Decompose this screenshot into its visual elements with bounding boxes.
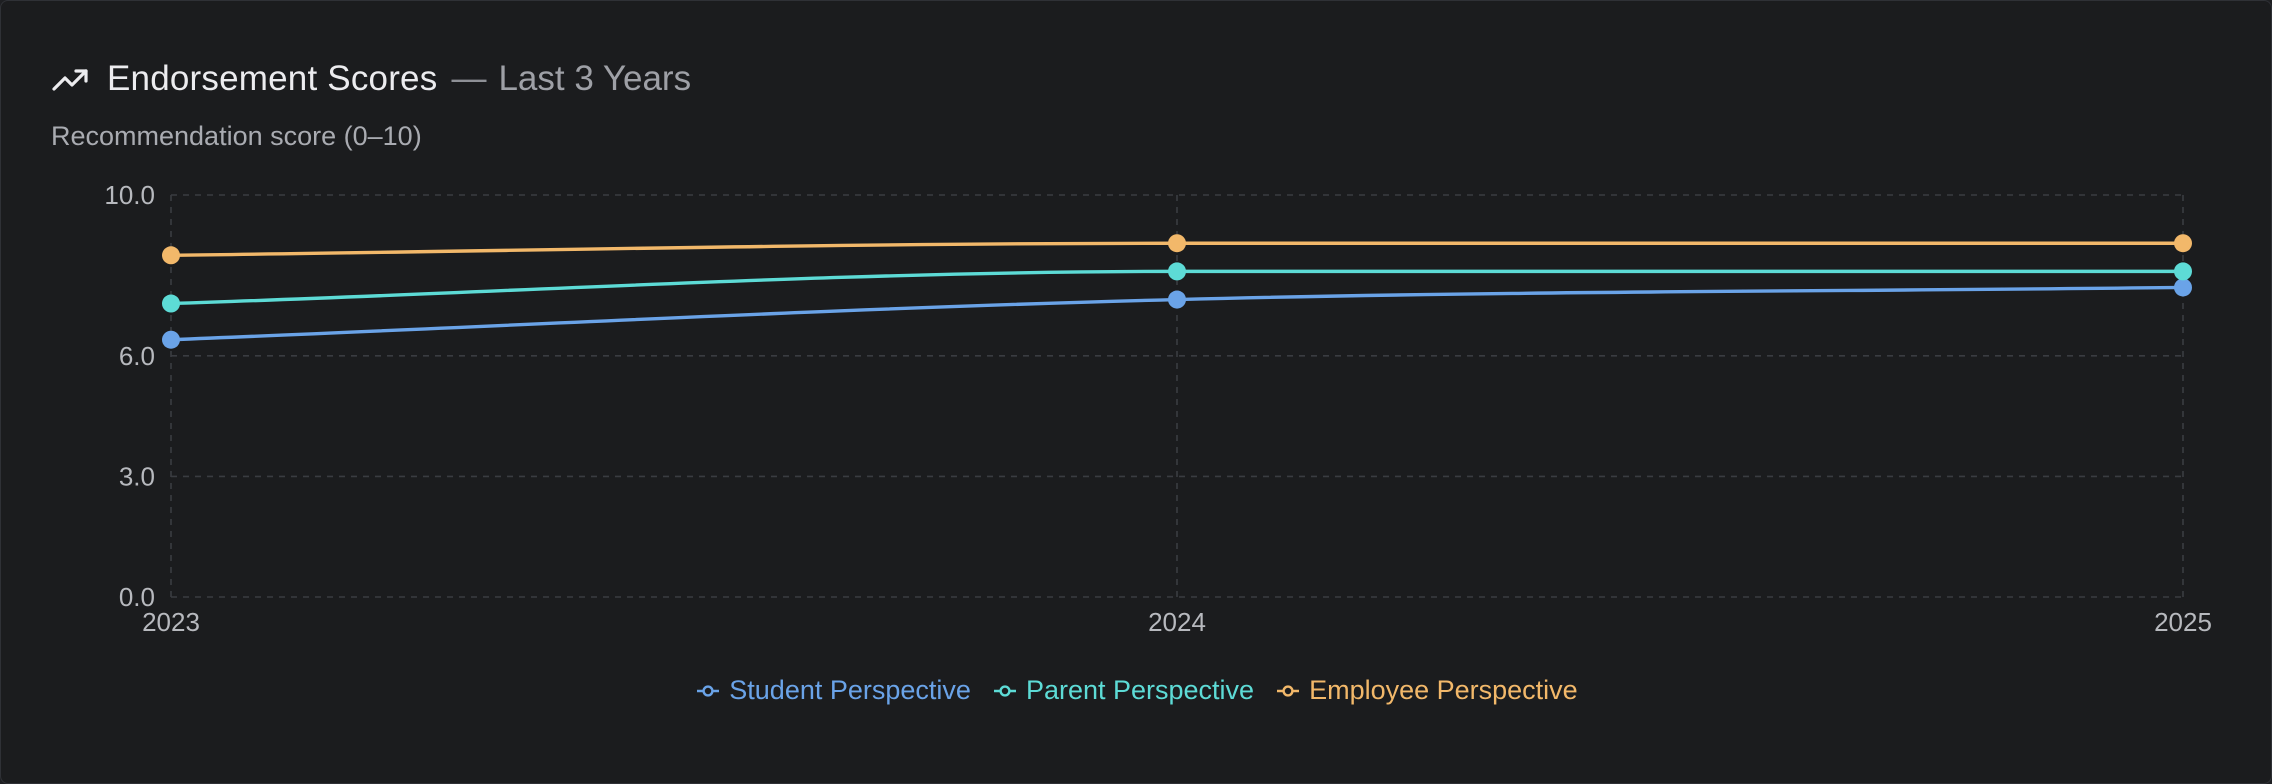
parent-data-point [162, 294, 180, 313]
y-tick-label: 6.0 [119, 341, 155, 371]
line-chart: 0.0 3.0 6.0 10.0 2023 2024 2025 [104, 180, 2212, 637]
legend-label: Student Perspective [729, 675, 971, 705]
chart-subtitle: Last 3 Years [498, 59, 692, 98]
trending-up-icon [52, 69, 88, 91]
chart-title: Endorsement Scores [107, 59, 438, 98]
y-tick-label: 3.0 [119, 461, 155, 491]
legend-label: Parent Perspective [1025, 675, 1255, 705]
parent-data-point [2174, 262, 2192, 281]
legend-label: Employee Perspective [1309, 675, 1578, 705]
employee-data-point [2174, 234, 2192, 253]
title-separator: — [451, 59, 487, 98]
student-data-point [2174, 278, 2192, 297]
chart-legend: Student Perspective Parent Perspective Emp… [1, 675, 2272, 706]
student-data-point [162, 330, 180, 349]
x-tick-label: 2025 [2154, 607, 2212, 637]
y-axis-label: Recommendation score (0–10) [51, 121, 422, 151]
legend-item-parent[interactable]: Parent Perspective [993, 675, 1254, 706]
employee-data-point [1168, 234, 1186, 253]
y-tick-label: 10.0 [104, 180, 155, 210]
employee-data-point [162, 246, 180, 265]
legend-item-student[interactable]: Student Perspective [696, 675, 971, 706]
legend-marker-icon [993, 684, 1016, 697]
x-tick-label: 2023 [142, 607, 200, 637]
x-tick-label: 2024 [1148, 607, 1206, 637]
student-data-point [1168, 290, 1186, 309]
parent-data-point [1168, 262, 1186, 281]
y-tick-label: 0.0 [119, 582, 155, 612]
legend-marker-icon [1277, 684, 1300, 697]
chart-header: Endorsement Scores — Last 3 Years [51, 57, 691, 101]
legend-item-employee[interactable]: Employee Perspective [1276, 675, 1578, 706]
legend-marker-icon [697, 684, 720, 697]
